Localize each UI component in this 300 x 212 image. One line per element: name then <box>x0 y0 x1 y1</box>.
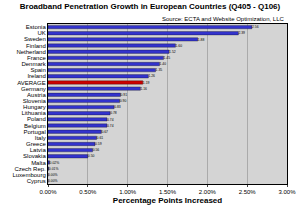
svg-text:Cyprus: Cyprus <box>27 178 46 184</box>
svg-text:0.90: 0.90 <box>120 99 127 103</box>
svg-text:0.00%: 0.00% <box>39 189 57 195</box>
svg-text:0.91: 0.91 <box>121 93 128 97</box>
svg-text:0.59: 0.59 <box>95 142 102 146</box>
svg-text:1.35: 1.35 <box>156 68 163 72</box>
svg-text:UK: UK <box>37 30 45 36</box>
svg-text:0.00%: 0.00% <box>48 179 58 183</box>
svg-text:Netherland: Netherland <box>16 49 45 55</box>
svg-text:1.19: 1.19 <box>143 81 150 85</box>
svg-text:Ireland: Ireland <box>27 73 45 79</box>
svg-text:1.40: 1.40 <box>160 62 167 66</box>
svg-text:0.50: 0.50 <box>88 154 95 158</box>
svg-text:Denmark: Denmark <box>21 61 46 67</box>
svg-text:0.02%: 0.02% <box>50 161 60 165</box>
svg-text:1.45: 1.45 <box>164 56 171 60</box>
svg-text:Portugal: Portugal <box>23 129 45 135</box>
svg-text:Broadband Penetration Growth i: Broadband Penetration Growth in European… <box>20 2 281 11</box>
svg-text:0.00%: 0.00% <box>48 173 58 177</box>
svg-text:Lithuania: Lithuania <box>21 110 46 116</box>
svg-text:Percentage Points Increased: Percentage Points Increased <box>113 196 222 205</box>
svg-text:2.50%: 2.50% <box>239 189 257 195</box>
svg-text:0.50%: 0.50% <box>79 189 97 195</box>
svg-text:Sweden: Sweden <box>24 36 46 42</box>
svg-text:Malta: Malta <box>31 160 46 166</box>
svg-text:3.00%: 3.00% <box>278 189 296 195</box>
svg-text:Hungary: Hungary <box>23 104 46 110</box>
svg-text:Luxembourg: Luxembourg <box>12 172 45 178</box>
svg-text:1.88: 1.88 <box>198 38 205 42</box>
svg-text:Belgium: Belgium <box>24 123 46 129</box>
svg-text:2.56: 2.56 <box>252 25 259 29</box>
svg-text:0.56: 0.56 <box>93 148 100 152</box>
svg-text:1.50%: 1.50% <box>159 189 177 195</box>
svg-text:1.00%: 1.00% <box>119 189 137 195</box>
svg-text:0.61: 0.61 <box>97 136 104 140</box>
svg-text:Spain: Spain <box>30 67 45 73</box>
svg-text:1.60: 1.60 <box>175 44 182 48</box>
svg-text:0.74: 0.74 <box>107 124 114 128</box>
svg-text:Austria: Austria <box>27 92 46 98</box>
svg-text:2.00%: 2.00% <box>199 189 217 195</box>
svg-text:Finland: Finland <box>26 43 46 49</box>
svg-text:0.01%: 0.01% <box>49 167 59 171</box>
svg-text:Latvia: Latvia <box>30 147 47 153</box>
svg-text:Slovenia: Slovenia <box>23 98 47 104</box>
svg-text:2.39: 2.39 <box>238 31 245 35</box>
svg-text:Slovakia: Slovakia <box>23 153 46 159</box>
svg-text:0.67: 0.67 <box>101 130 108 134</box>
svg-text:Source: ECTA and Website Optim: Source: ECTA and Website Optimization, L… <box>162 16 285 22</box>
svg-text:0.78: 0.78 <box>110 111 117 115</box>
svg-text:Estonia: Estonia <box>26 24 47 30</box>
svg-text:1.26: 1.26 <box>148 74 155 78</box>
svg-text:Poland: Poland <box>27 116 46 122</box>
svg-text:Greece: Greece <box>26 141 46 147</box>
svg-text:0.83: 0.83 <box>114 105 121 109</box>
svg-text:1.16: 1.16 <box>140 87 147 91</box>
svg-text:0.74: 0.74 <box>107 118 114 122</box>
svg-text:Czech Rep.: Czech Rep. <box>14 166 46 172</box>
svg-text:Germany: Germany <box>21 86 46 92</box>
svg-text:France: France <box>27 55 46 61</box>
svg-text:AVERAGE: AVERAGE <box>17 80 46 86</box>
svg-text:1.52: 1.52 <box>169 50 176 54</box>
svg-text:Italy: Italy <box>35 135 46 141</box>
